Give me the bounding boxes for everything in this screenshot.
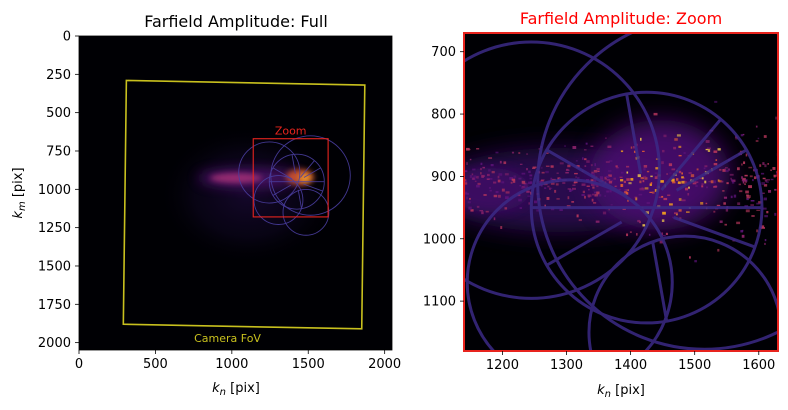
zoom-x-tick-label-2: 1400 bbox=[614, 358, 647, 373]
zoom-title: Farfield Amplitude: Zoom bbox=[520, 9, 722, 28]
zoom-region-box bbox=[252, 138, 329, 218]
full-y-tick-label-8: 2000 bbox=[38, 336, 71, 351]
zoom-frame bbox=[463, 32, 779, 352]
camera-fov-label: Camera FoV bbox=[194, 332, 261, 345]
full-y-tick-label-2: 500 bbox=[46, 106, 71, 121]
full-panel: Farfield Amplitude: Full Camera FoVZoom … bbox=[11, 12, 401, 398]
full-annotations: Camera FoV Zoom bbox=[122, 79, 366, 345]
full-y-tick-label-3: 750 bbox=[46, 144, 71, 159]
full-x-axis-label: kn [pix] bbox=[212, 381, 260, 398]
zoom-x-tick-label-3: 1500 bbox=[678, 358, 711, 373]
full-y-tick-label-1: 250 bbox=[46, 68, 71, 83]
zoom-y-tick-label-4: 1100 bbox=[423, 295, 456, 310]
zoom-panel: Farfield Amplitude: Zoom 1200 1300 1400 150… bbox=[423, 9, 779, 400]
full-heatmap bbox=[79, 36, 392, 350]
zoom-x-axis-label: kn [pix] bbox=[597, 383, 645, 400]
full-y-tick-label-6: 1500 bbox=[38, 259, 71, 274]
full-y-axis-label: km [pix] bbox=[11, 167, 28, 218]
full-axis-ticks: 0 500 1000 1500 2000 0 250 500 750 1000 1250 1500 17… bbox=[38, 30, 401, 373]
full-title: Farfield Amplitude: Full bbox=[144, 12, 328, 31]
full-y-tick-label-0: 0 bbox=[63, 30, 71, 45]
zoom-y-tick-label-3: 1000 bbox=[423, 232, 456, 247]
full-y-tick-label-4: 1000 bbox=[38, 183, 71, 198]
zoom-x-tick-label-0: 1200 bbox=[486, 358, 519, 373]
camera-fov-outline bbox=[122, 79, 366, 330]
zoom-y-tick-label-2: 900 bbox=[431, 170, 456, 185]
full-y-tick-label-7: 1750 bbox=[38, 298, 71, 313]
full-y-tick-label-5: 1250 bbox=[38, 221, 71, 236]
zoom-y-tick-label-0: 700 bbox=[431, 45, 456, 60]
zoom-heatmap bbox=[464, 33, 778, 351]
full-x-tick-label-2: 1000 bbox=[215, 357, 248, 372]
zoom-x-tick-label-1: 1300 bbox=[550, 358, 583, 373]
full-x-tick-label-4: 2000 bbox=[368, 357, 401, 372]
full-x-tick-label-1: 500 bbox=[143, 357, 168, 372]
zoom-region-label: Zoom bbox=[275, 125, 307, 138]
zoom-x-tick-label-4: 1600 bbox=[742, 358, 775, 373]
full-x-tick-label-3: 1500 bbox=[292, 357, 325, 372]
full-x-tick-label-0: 0 bbox=[75, 357, 83, 372]
zoom-axis-ticks: 1200 1300 1400 1500 1600 700 800 900 1000 1100 bbox=[423, 45, 775, 373]
zoom-y-tick-label-1: 800 bbox=[431, 108, 456, 123]
